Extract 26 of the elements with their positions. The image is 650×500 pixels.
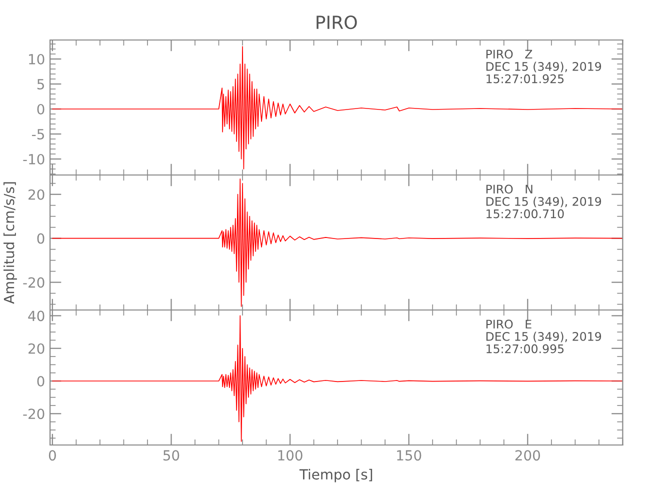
y-tick-label: 20 (28, 343, 44, 354)
y-tick-label: 0 (37, 104, 44, 114)
annotation: PIRO E DEC 15 (349), 2019 15:27:00.995 (486, 320, 602, 354)
y-tick-label: 10 (29, 54, 44, 64)
annotation: PIRO N DEC 15 (349), 2019 15:27:00.710 (486, 184, 602, 218)
x-tick-label: 200 (515, 450, 540, 461)
y-tick-label: 5 (37, 79, 44, 90)
y-tick-label: -20 (23, 408, 44, 420)
y-axis-title: Amplitud [cm/s/s] (4, 182, 17, 304)
y-tick-label: 20 (28, 189, 44, 200)
x-tick-label: 100 (278, 450, 302, 461)
chart-title: PIRO (316, 15, 357, 30)
y-tick-label: 0 (37, 376, 44, 386)
line-series (52, 178, 623, 307)
x-tick-label: 0 (48, 450, 56, 461)
x-tick-label: 150 (397, 450, 422, 461)
y-tick-label: -5 (32, 129, 44, 140)
y-tick-label: -10 (23, 154, 44, 164)
x-axis-title: Tiempo [s] (299, 468, 372, 482)
line-series (52, 315, 623, 442)
annotation: PIRO Z DEC 15 (349), 2019 15:27:01.925 (486, 50, 602, 84)
y-tick-label: 0 (37, 233, 44, 244)
y-tick-label: 40 (28, 310, 44, 322)
line-series (52, 46, 623, 170)
y-tick-label: -20 (23, 277, 44, 288)
x-tick-label: 50 (163, 450, 180, 461)
